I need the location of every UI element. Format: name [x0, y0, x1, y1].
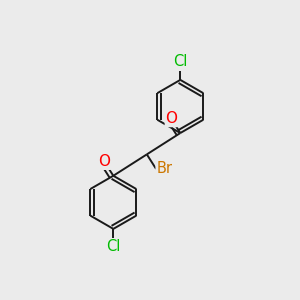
- Text: Cl: Cl: [106, 239, 121, 254]
- Text: O: O: [165, 112, 177, 127]
- Text: O: O: [98, 154, 110, 169]
- Text: Br: Br: [156, 161, 172, 176]
- Text: Cl: Cl: [173, 55, 188, 70]
